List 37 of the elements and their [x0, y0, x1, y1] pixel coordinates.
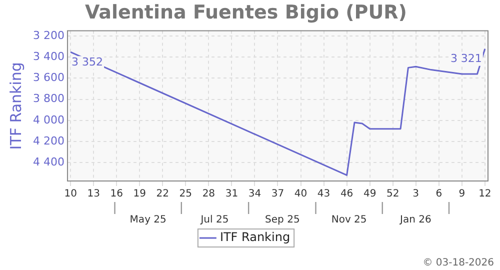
- y-tick-label: 4 000: [32, 113, 64, 126]
- x-tick-label: 16: [110, 188, 123, 200]
- x-tick-label: 37: [271, 188, 284, 200]
- x-tick-label: 25: [179, 188, 192, 200]
- x-tick-label: 9: [458, 188, 466, 200]
- y-tick-label: 4 200: [32, 134, 64, 148]
- y-tick-label: 3 200: [32, 28, 64, 42]
- x2-tick-label: Jul 25: [200, 214, 229, 226]
- y-tick-label: 3 600: [32, 71, 64, 84]
- x-tick-label: 46: [340, 188, 354, 200]
- x-tick-label: 13: [87, 188, 100, 200]
- x2-tick-label: Sep 25: [265, 214, 300, 226]
- data-label: 3 321: [450, 52, 482, 66]
- x-tick-label: 12: [478, 188, 492, 200]
- x-tick-label: 10: [64, 188, 77, 200]
- chart-title: Valentina Fuentes Bigio (PUR): [85, 1, 407, 24]
- x-tick-label: 34: [248, 188, 262, 200]
- x-tick-label: 22: [156, 188, 170, 200]
- y-tick-label: 3 800: [32, 92, 64, 106]
- x2-tick-label: Jan 26: [399, 214, 432, 226]
- x-tick-label: 52: [386, 188, 400, 200]
- data-label: 3 352: [72, 55, 104, 68]
- y-tick-label: 4 400: [32, 155, 64, 168]
- x-tick-label: 49: [363, 188, 376, 200]
- x-tick-label: 28: [202, 188, 216, 200]
- x-tick-label: 43: [317, 188, 330, 200]
- y-tick-label: 3 400: [32, 50, 64, 64]
- x-tick-label: 3: [412, 188, 420, 200]
- x-tick-label: 6: [436, 188, 442, 200]
- x-tick-label: 31: [225, 188, 238, 200]
- y-axis-title: ITF Ranking: [6, 62, 25, 150]
- x2-tick-label: Nov 25: [331, 214, 367, 226]
- x2-tick-label: May 25: [130, 214, 166, 226]
- legend-label: ITF Ranking: [220, 230, 290, 244]
- text: © 03-18-2026: [422, 258, 494, 269]
- x-tick-label: 19: [133, 188, 146, 200]
- x-tick-label: 40: [294, 188, 308, 200]
